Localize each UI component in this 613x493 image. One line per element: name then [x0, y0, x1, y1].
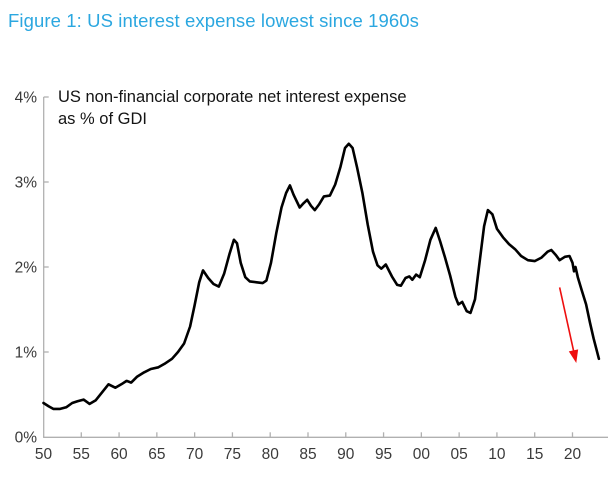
x-tick-label: 60 — [110, 446, 128, 463]
figure-title: Figure 1: US interest expense lowest sin… — [8, 10, 419, 31]
x-tick-label: 90 — [337, 446, 355, 463]
y-tick-label: 0% — [15, 430, 38, 447]
x-tick-label: 10 — [488, 446, 506, 463]
x-tick-label: 95 — [375, 446, 392, 463]
x-tick-label: 70 — [186, 446, 204, 463]
x-tick-label: 50 — [35, 446, 53, 463]
decline-arrow-shaft — [558, 287, 575, 354]
chart-subtitle-line1: US non-financial corporate net interest … — [58, 88, 407, 106]
net-interest-expense-line — [42, 142, 601, 411]
chart-subtitle-line2: as % of GDI — [58, 110, 147, 128]
chart-subtitle: US non-financial corporate net interest … — [58, 86, 407, 130]
x-tick-label: 75 — [224, 446, 241, 463]
y-tick-label: 2% — [15, 260, 38, 277]
x-tick-label: 05 — [451, 446, 468, 463]
x-tick-label: 20 — [564, 446, 582, 463]
x-tick-label: 55 — [73, 446, 90, 463]
x-tick-label: 85 — [299, 446, 316, 463]
x-tick-label: 80 — [262, 446, 280, 463]
y-tick-label: 4% — [15, 90, 38, 107]
y-tick-label: 1% — [15, 345, 38, 362]
decline-arrowhead — [568, 349, 579, 364]
x-tick-label: 65 — [148, 446, 165, 463]
x-tick-label: 00 — [413, 446, 431, 463]
x-tick-label: 15 — [526, 446, 543, 463]
y-tick-label: 3% — [15, 175, 38, 192]
